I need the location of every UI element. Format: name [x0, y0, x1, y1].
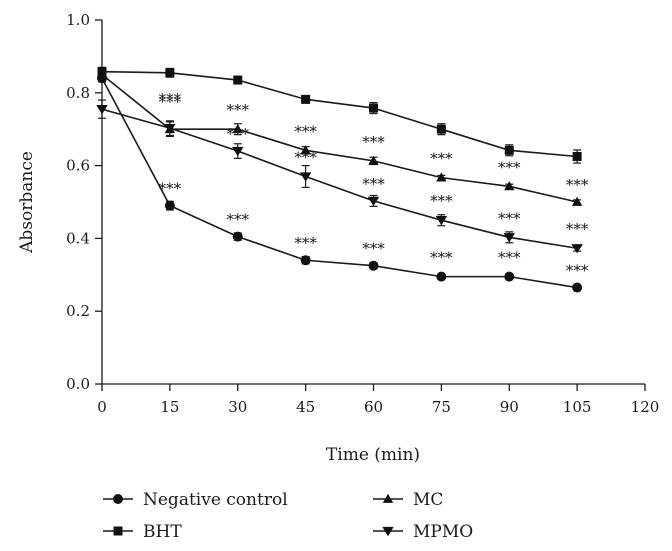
significance-label: *** [294, 149, 317, 167]
legend-item-bht: BHT [103, 522, 182, 542]
significance-label: *** [430, 249, 453, 267]
y-tick-label: 1.0 [66, 11, 90, 29]
data-point [369, 261, 379, 271]
significance-label: *** [159, 90, 182, 108]
significance-label: *** [362, 175, 385, 193]
legend-label: MPMO [413, 522, 473, 542]
data-point [436, 272, 446, 282]
y-tick-label: 0.2 [66, 302, 90, 320]
legend-label: Negative control [143, 490, 288, 510]
series-line [102, 72, 577, 157]
legend-marker [113, 494, 123, 504]
legend-item-mpmo: MPMO [373, 522, 473, 542]
data-point [233, 232, 243, 242]
x-tick-label: 45 [296, 398, 315, 416]
data-point [233, 76, 242, 85]
x-tick-label: 105 [563, 398, 592, 416]
data-point [571, 244, 582, 253]
legend: Negative control MC BHT MPMO [103, 490, 473, 542]
x-tick-label: 90 [500, 398, 519, 416]
legend-item-mc: MC [373, 490, 443, 510]
significance-label: *** [159, 180, 182, 198]
significance-label: *** [430, 150, 453, 168]
significance-label: *** [498, 249, 521, 267]
significance-label: *** [430, 192, 453, 210]
x-tick-label: 0 [97, 398, 107, 416]
significance-label: *** [294, 234, 317, 252]
significance-label: *** [498, 158, 521, 176]
y-tick-label: 0.8 [66, 84, 90, 102]
significance-label: *** [227, 211, 250, 229]
data-point [300, 172, 311, 181]
data-point [572, 283, 582, 293]
x-tick-label: 75 [432, 398, 451, 416]
significance-label: *** [227, 125, 250, 143]
significance-label: *** [362, 240, 385, 258]
x-tick-label: 120 [631, 398, 660, 416]
data-point [505, 146, 514, 155]
data-point [165, 201, 175, 211]
significance-label: *** [498, 209, 521, 227]
series-mpmo [96, 100, 583, 253]
data-point [301, 95, 310, 104]
data-point [437, 125, 446, 134]
series-bht [98, 67, 582, 163]
significance-label: *** [227, 101, 250, 119]
y-tick-label: 0.0 [66, 375, 90, 393]
significance-label: *** [566, 220, 589, 238]
significance-label: *** [362, 133, 385, 151]
x-tick-label: 15 [160, 398, 179, 416]
x-tick-label: 60 [364, 398, 383, 416]
y-tick-label: 0.4 [66, 229, 90, 247]
data-point [301, 255, 311, 265]
legend-item-negative-control: Negative control [103, 490, 288, 510]
legend-marker [114, 527, 123, 536]
legend-label: BHT [143, 522, 182, 542]
data-point [232, 147, 243, 156]
significance-layer: *** *** *** *** *** *** *** *** *** *** *** *** *** *… [159, 90, 589, 279]
significance-label: *** [294, 122, 317, 140]
data-point [504, 272, 514, 282]
significance-label: *** [566, 176, 589, 194]
data-point [369, 104, 378, 113]
significance-label: *** [566, 262, 589, 280]
x-tick-label: 30 [228, 398, 247, 416]
data-point [165, 68, 174, 77]
data-point [573, 152, 582, 161]
y-axis-title: Absorbance [17, 151, 37, 254]
y-tick-label: 0.6 [66, 157, 90, 175]
legend-label: MC [413, 490, 443, 510]
x-axis-title: Time (min) [326, 445, 420, 465]
